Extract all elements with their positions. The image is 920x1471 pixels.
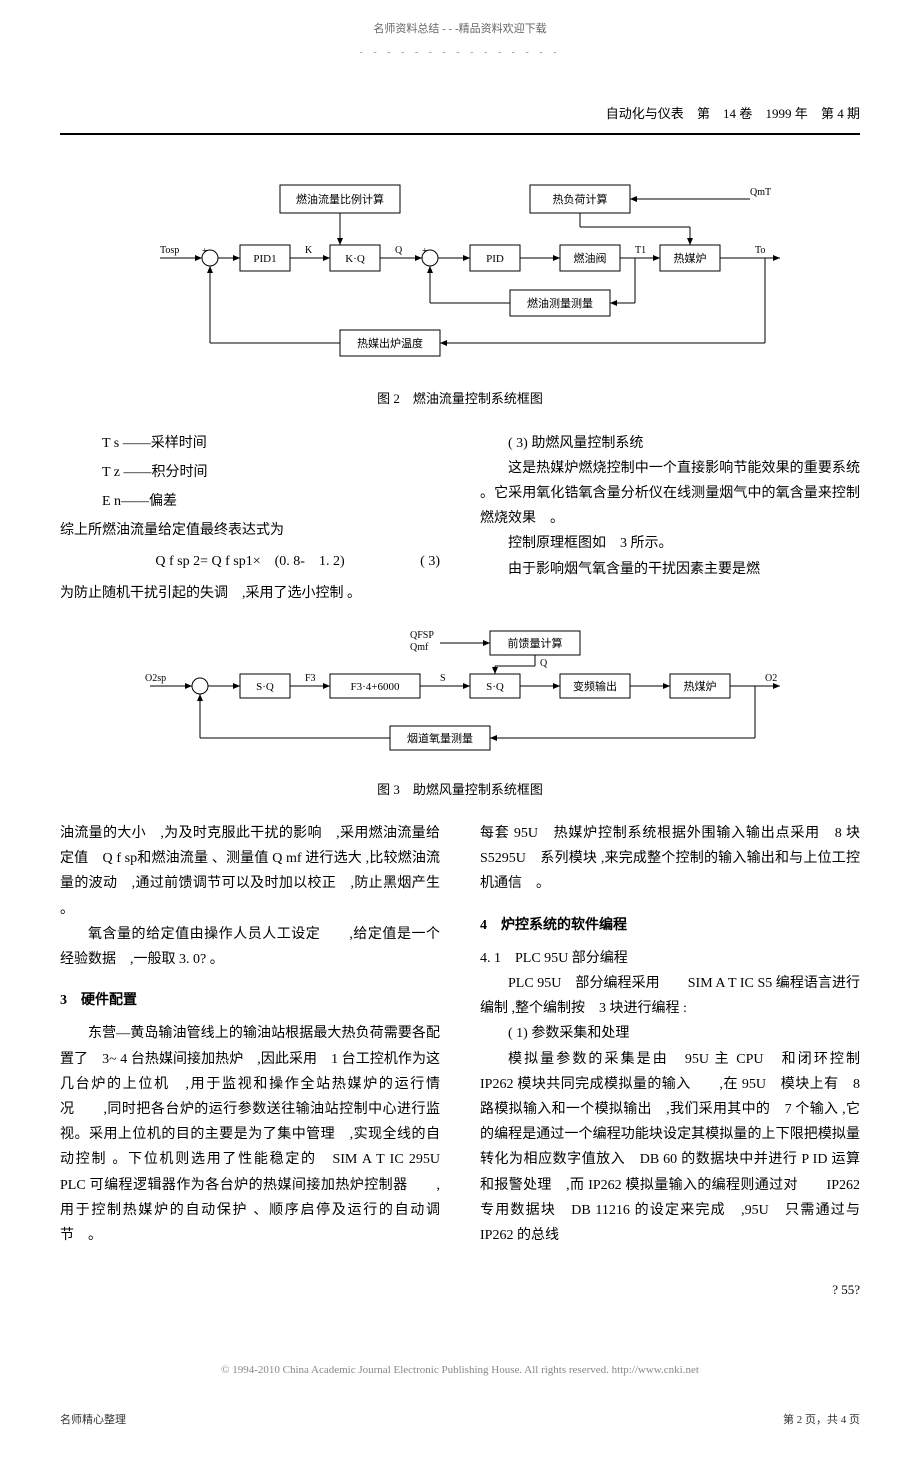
- svg-text:QFSP: QFSP: [410, 630, 434, 641]
- svg-text:Qmf: Qmf: [410, 642, 429, 653]
- def-tz: T z ——积分时间: [102, 460, 440, 485]
- r2-p3: ( 1) 参数采集和处理: [480, 1021, 860, 1046]
- svg-text:F3·4+6000: F3·4+6000: [351, 681, 400, 693]
- text-block-1: T s ——采样时间 T z ——积分时间 E n——偏差 综上所燃油流量给定值…: [60, 431, 860, 606]
- r2-p1: 每套 95U 热媒炉控制系统根据外围输入输出点采用 8 块 S5295U 系列模…: [480, 821, 860, 897]
- svg-text:QmT: QmT: [750, 187, 771, 198]
- fig2-caption: 图 2 燃油流量控制系统框图: [60, 387, 860, 410]
- svg-text:S·Q: S·Q: [486, 681, 504, 693]
- col-right-1: ( 3) 助燃风量控制系统 这是热媒炉燃烧控制中一个直接影响节能效果的重要系统 …: [480, 431, 860, 606]
- l2-p3: 东营—黄岛输油管线上的输油站根据最大热负荷需要各配置了 3~ 4 台热媒间接加热…: [60, 1021, 440, 1248]
- svg-text:热负荷计算: 热负荷计算: [553, 192, 608, 206]
- svg-text:O2sp: O2sp: [145, 673, 166, 684]
- svg-text:PID: PID: [486, 253, 504, 265]
- copyright: © 1994-2010 China Academic Journal Elect…: [60, 1361, 860, 1381]
- col-left-1: T s ——采样时间 T z ——积分时间 E n——偏差 综上所燃油流量给定值…: [60, 431, 440, 606]
- svg-text:S·Q: S·Q: [256, 681, 274, 693]
- r2-p4: 模拟量参数的采集是由 95U 主 CPU 和闭环控制 IP262 模块共同完成模…: [480, 1047, 860, 1249]
- svg-text:燃油阀: 燃油阀: [574, 251, 607, 265]
- svg-text:+: +: [202, 246, 208, 257]
- svg-text:S: S: [440, 673, 446, 684]
- p-control: 为防止随机干扰引起的失调 ,采用了选小控制 。: [60, 581, 440, 606]
- journal-header: 自动化与仪表 第 14 卷 1999 年 第 4 期: [60, 102, 860, 135]
- l2-p2: 氧含量的给定值由操作人员人工设定 ,给定值是一个经验数据 ,一般取 3. 0? …: [60, 922, 440, 972]
- fig3-diagram: 前馈量计算 S·Q F3·4+6000 S·Q 变频输出 热煤炉 烟道氧量测量 …: [110, 626, 810, 766]
- fig3-caption: 图 3 助燃风量控制系统框图: [60, 778, 860, 801]
- col-left-2: 油流量的大小 ,为及时克服此干扰的影响 ,采用燃油流量给定值 Q f sp和燃油…: [60, 821, 440, 1248]
- svg-text:前馈量计算: 前馈量计算: [508, 636, 563, 650]
- journal-issue: 第 4 期: [821, 106, 860, 121]
- svg-text:变频输出: 变频输出: [573, 679, 617, 693]
- def-ts: T s ——采样时间: [102, 431, 440, 456]
- svg-text:Q: Q: [540, 658, 548, 669]
- svg-text:热煤炉: 热煤炉: [684, 680, 717, 693]
- text-block-2: 油流量的大小 ,为及时克服此干扰的影响 ,采用燃油流量给定值 Q f sp和燃油…: [60, 821, 860, 1248]
- page-footer: 名师精心整理 第 2 页，共 4 页: [60, 1411, 860, 1431]
- svg-text:Tosp: Tosp: [160, 245, 179, 256]
- journal-vol: 第 14 卷: [697, 106, 752, 121]
- svg-text:燃油流量比例计算: 燃油流量比例计算: [296, 192, 384, 206]
- section-4-1: 4. 1 PLC 95U 部分编程: [480, 946, 860, 971]
- section-3: 3 硬件配置: [60, 988, 440, 1013]
- journal-year: 1999 年: [765, 106, 807, 121]
- formula-3: Q f sp 2= Q f sp1× (0. 8- 1. 2) ( 3): [60, 549, 440, 574]
- svg-text:烟道氧量测量: 烟道氧量测量: [407, 731, 473, 745]
- figure-3: 前馈量计算 S·Q F3·4+6000 S·Q 变频输出 热煤炉 烟道氧量测量 …: [60, 626, 860, 801]
- svg-text:PID1: PID1: [253, 253, 276, 265]
- footer-left: 名师精心整理: [60, 1411, 126, 1431]
- svg-text:To: To: [755, 245, 765, 256]
- footer-right: 第 2 页，共 4 页: [783, 1411, 860, 1431]
- svg-text:O2: O2: [765, 673, 777, 684]
- svg-text:Q: Q: [395, 245, 403, 256]
- def-en: E n——偏差: [102, 489, 440, 514]
- svg-text:K·Q: K·Q: [345, 253, 365, 265]
- section-4: 4 炉控系统的软件编程: [480, 913, 860, 938]
- svg-text:T1: T1: [635, 245, 646, 256]
- r1-p3: 由于影响烟气氧含量的干扰因素主要是燃: [480, 557, 860, 582]
- svg-text:K: K: [305, 245, 313, 256]
- top-header: 名师资料总结 - - -精品资料欢迎下载: [60, 20, 860, 40]
- r1-p2: 控制原理框图如 3 所示。: [480, 531, 860, 556]
- svg-text:热媒炉: 热媒炉: [674, 252, 707, 265]
- svg-text:燃油测量测量: 燃油测量测量: [527, 296, 593, 310]
- svg-text:热媒出炉温度: 热媒出炉温度: [357, 336, 423, 350]
- r2-p2: PLC 95U 部分编程采用 SIM A T IC S5 编程语言进行编制 ,整…: [480, 971, 860, 1021]
- page-marker: ? 55?: [60, 1278, 860, 1301]
- svg-text:+: +: [422, 246, 428, 257]
- r1-p1: 这是热媒炉燃烧控制中一个直接影响节能效果的重要系统 。它采用氧化锆氧含量分析仪在…: [480, 456, 860, 532]
- svg-text:F3: F3: [305, 673, 316, 684]
- l2-p1: 油流量的大小 ,为及时克服此干扰的影响 ,采用燃油流量给定值 Q f sp和燃油…: [60, 821, 440, 922]
- fig2-diagram: 燃油流量比例计算 热负荷计算 PID1 K·Q PID 燃油阀 热媒炉 燃油测量…: [110, 175, 810, 375]
- col-right-2: 每套 95U 热媒炉控制系统根据外围输入输出点采用 8 块 S5295U 系列模…: [480, 821, 860, 1248]
- figure-2: 燃油流量比例计算 热负荷计算 PID1 K·Q PID 燃油阀 热媒炉 燃油测量…: [60, 175, 860, 410]
- p-formula-intro: 综上所燃油流量给定值最终表达式为: [60, 518, 440, 543]
- sub3-title: ( 3) 助燃风量控制系统: [480, 431, 860, 456]
- top-dots: - - - - - - - - - - - - - - -: [60, 44, 860, 62]
- journal-name: 自动化与仪表: [606, 106, 684, 121]
